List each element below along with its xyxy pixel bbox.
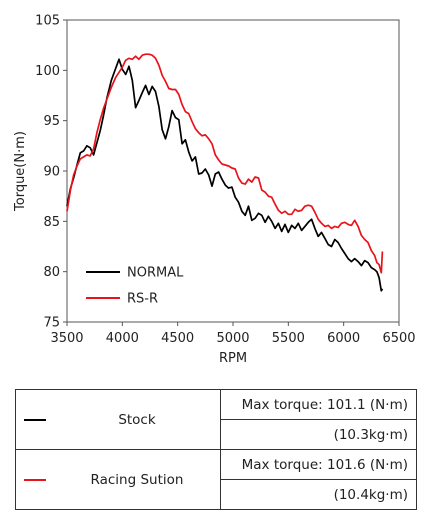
x-tick-label: 5500 xyxy=(272,331,305,346)
racing-max-torque: Max torque: 101.6 (N·m) xyxy=(220,449,417,480)
y-tick-label: 80 xyxy=(43,265,60,280)
y-tick-label: 90 xyxy=(43,165,60,180)
x-tick-label: 5000 xyxy=(216,331,249,346)
summary-row-stock-kgm: (10.3kg·m) xyxy=(16,419,417,450)
racing-kgm: (10.4kg·m) xyxy=(220,479,417,510)
legend-label-rs-r: RS-R xyxy=(127,292,158,307)
summary-row-racing: Racing Sution Max torque: 101.6 (N·m) xyxy=(15,449,417,510)
chart-series xyxy=(66,53,384,292)
summary-row-racing-kgm: (10.4kg·m) xyxy=(16,479,417,510)
racing-line-swatch xyxy=(24,478,46,481)
summary-row-stock: Stock Max torque: 101.1 (N·m) xyxy=(15,389,417,450)
x-tick-label: 4500 xyxy=(161,331,194,346)
chart-ticks: 3500 4000 4500 5000 5500 6000 6500 75 80 85 90 95 10… xyxy=(35,14,415,347)
y-axis-label: Torque(N·m) xyxy=(13,131,28,212)
stock-line-swatch xyxy=(24,418,46,421)
chart-legend: NORMAL RS-R xyxy=(86,266,184,307)
stock-kgm: (10.3kg·m) xyxy=(220,419,417,450)
stock-name: Stock xyxy=(54,389,221,450)
stock-max-torque: Max torque: 101.1 (N·m) xyxy=(220,389,417,420)
x-tick-label: 6500 xyxy=(382,331,415,346)
y-tick-label: 105 xyxy=(35,14,60,29)
y-tick-label: 75 xyxy=(43,316,60,331)
racing-swatch-cell xyxy=(15,449,54,510)
legend-label-normal: NORMAL xyxy=(127,266,184,281)
x-tick-label: 6000 xyxy=(327,331,360,346)
y-tick-label: 95 xyxy=(43,114,60,129)
x-tick-label: 3500 xyxy=(50,331,83,346)
stock-swatch-cell xyxy=(15,389,54,450)
x-axis-label: RPM xyxy=(219,351,247,366)
series-line-normal xyxy=(66,58,384,292)
y-tick-label: 100 xyxy=(35,64,60,79)
x-tick-label: 4000 xyxy=(106,331,139,346)
series-line-rs-r xyxy=(66,53,384,274)
racing-name: Racing Sution xyxy=(54,449,221,510)
summary-table: Stock Max torque: 101.1 (N·m) (10.3kg·m)… xyxy=(15,389,417,510)
torque-chart: 3500 4000 4500 5000 5500 6000 6500 75 80 85 90 95 10… xyxy=(13,14,416,367)
y-tick-label: 85 xyxy=(43,215,60,230)
